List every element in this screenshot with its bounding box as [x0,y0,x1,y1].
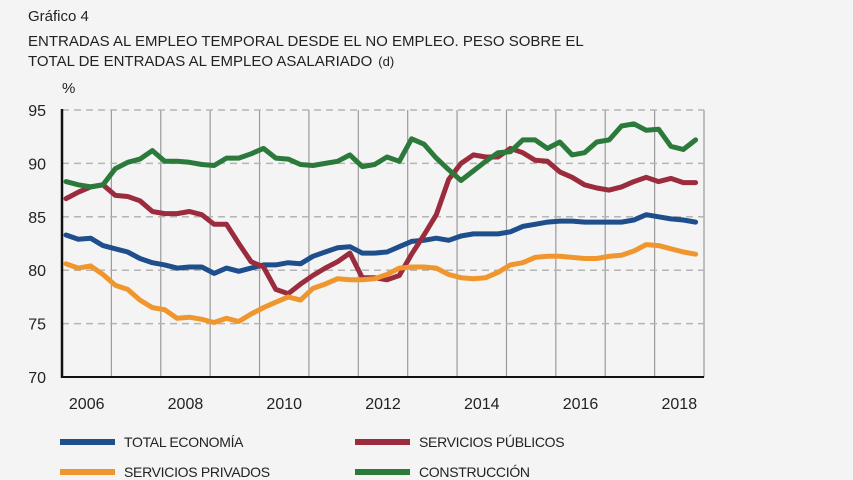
chart-title-note: (d) [378,54,395,69]
chart-title: ENTRADAS AL EMPLEO TEMPORAL DESDE EL NO … [28,32,708,72]
legend-swatch-servicios-publicos [355,439,410,445]
legend-label-construccion: CONSTRUCCIÓN [419,464,530,480]
legend-item-total-economia: TOTAL ECONOMÍA [60,434,244,450]
y-tick-label: 85 [28,210,46,227]
x-tick-label: 2006 [69,396,105,413]
legend-item-servicios-privados: SERVICIOS PRIVADOS [60,464,270,480]
y-tick-label: 75 [28,317,46,334]
axes: 70 75 80 85 90 95 2006 2008 2010 2012 2014 2016 2018 [28,103,704,413]
legend-item-construccion: CONSTRUCCIÓN [355,464,530,480]
legend-swatch-construccion [355,469,410,475]
line-chart: 70 75 80 85 90 95 2006 2008 2010 2012 2014 2016 2018… [28,80,705,413]
legend-item-servicios-publicos: SERVICIOS PÚBLICOS [355,434,565,450]
chart-title-line-1: ENTRADAS AL EMPLEO TEMPORAL DESDE EL NO … [28,33,584,50]
series-group [63,121,699,325]
x-tick-label: 2018 [662,396,698,413]
x-tick-label: 2012 [365,396,401,413]
series-line-construccion [63,121,699,190]
y-axis-unit-label: % [62,80,75,97]
figure-label: Gráfico 4 [28,8,89,25]
y-tick-label: 80 [28,263,46,280]
series-line-servicios-privados [63,242,699,325]
chart-title-line-2: TOTAL DE ENTRADAS AL EMPLEO ASALARIADO (d… [28,52,708,72]
x-tick-label: 2008 [168,396,204,413]
chart-title-line-2-text: TOTAL DE ENTRADAS AL EMPLEO ASALARIADO [28,53,373,70]
x-tick-label: 2010 [266,396,302,413]
y-tick-label: 95 [28,103,46,120]
y-tick-label: 90 [28,156,46,173]
legend-swatch-total-economia [60,439,115,445]
legend-label-servicios-publicos: SERVICIOS PÚBLICOS [419,434,565,450]
grid [62,109,705,377]
y-tick-label: 70 [28,370,46,387]
legend-label-total-economia: TOTAL ECONOMÍA [124,434,244,450]
series-line-total-economia [63,212,699,276]
legend-label-servicios-privados: SERVICIOS PRIVADOS [124,464,270,480]
legend-swatch-servicios-privados [60,469,115,475]
x-tick-label: 2016 [563,396,599,413]
x-tick-label: 2014 [464,396,500,413]
